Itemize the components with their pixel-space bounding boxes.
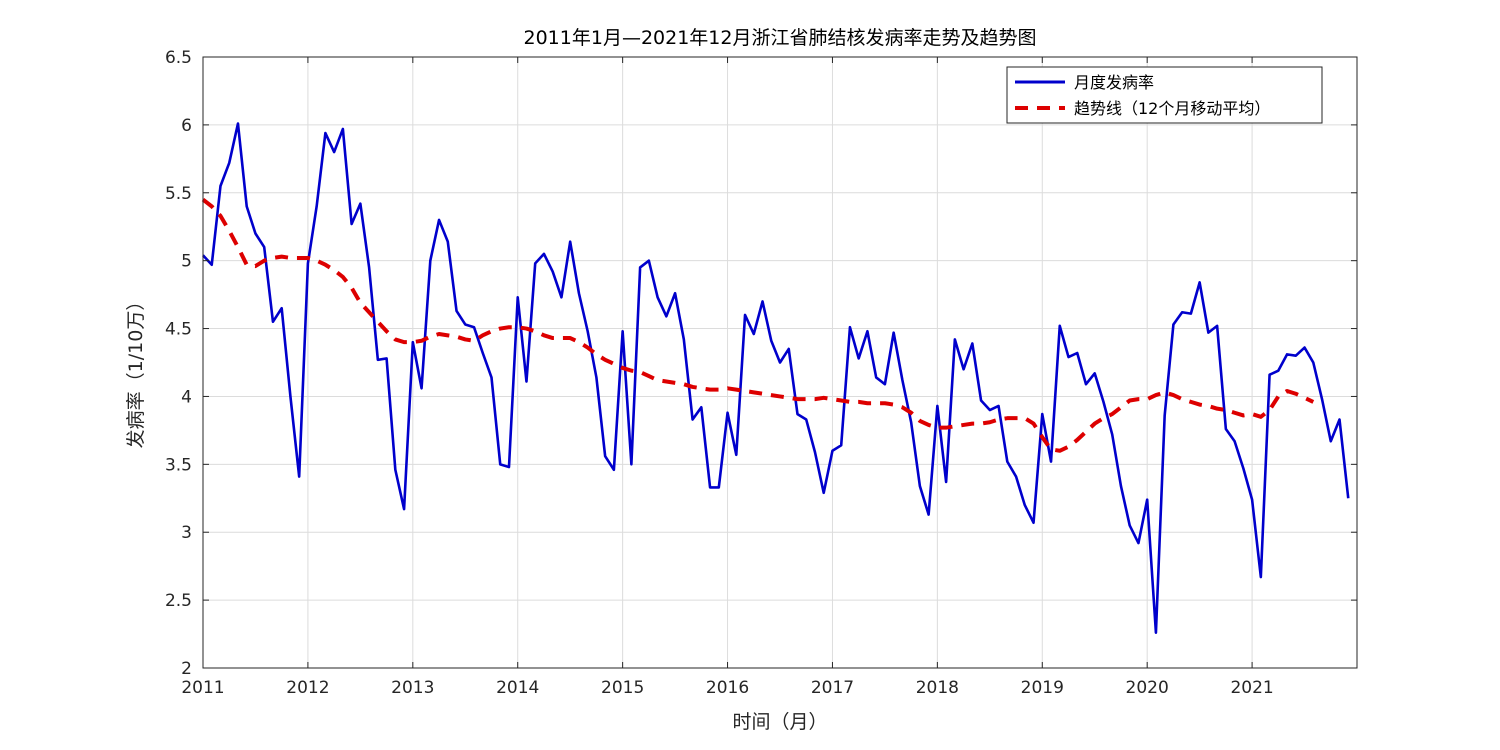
x-axis: 2011 2012 2013 2014 2015 2016 2017 2018 2019 2020… <box>181 57 1274 698</box>
x-tick-label: 2013 <box>391 678 434 698</box>
y-axis: 2 2.5 3 3.5 4 4.5 5 5.5 6 6.5 <box>165 48 1357 679</box>
legend-box <box>1006 66 1323 124</box>
y-tick-label: 6 <box>181 116 192 136</box>
chart-title: 2011年1月—2021年12月浙江省肺结核发病率走势及趋势图 <box>524 27 1037 49</box>
y-tick-label: 3 <box>181 523 192 543</box>
x-tick-label: 2015 <box>601 678 644 698</box>
series-trend-line <box>201 197 1315 453</box>
x-tick-label: 2021 <box>1230 678 1273 698</box>
y-tick-label: 4.5 <box>165 320 192 340</box>
legend-label-trend: 趋势线（12个月移动平均） <box>1074 99 1270 118</box>
x-tick-label: 2016 <box>706 678 749 698</box>
x-tick-label: 2011 <box>181 678 224 698</box>
y-tick-label: 5 <box>181 252 192 272</box>
y-axis-label: 发病率（1/10万） <box>125 292 147 449</box>
y-tick-label: 4 <box>181 387 192 407</box>
series-monthly-line <box>202 122 1350 635</box>
x-tick-label: 2012 <box>286 678 329 698</box>
x-tick-label: 2018 <box>916 678 959 698</box>
series-layer <box>201 122 1350 635</box>
y-tick-label: 2 <box>181 659 192 679</box>
legend-label-monthly: 月度发病率 <box>1074 73 1154 92</box>
x-tick-label: 2014 <box>496 678 539 698</box>
x-axis-label: 时间（月） <box>732 711 827 733</box>
y-tick-label: 5.5 <box>165 184 192 204</box>
plot-area-frame <box>202 56 1358 669</box>
x-tick-label: 2017 <box>811 678 854 698</box>
legend: 月度发病率 趋势线（12个月移动平均） <box>1006 66 1323 124</box>
x-tick-label: 2020 <box>1126 678 1169 698</box>
y-tick-label: 6.5 <box>165 48 192 68</box>
y-tick-label: 2.5 <box>165 591 192 611</box>
x-tick-label: 2019 <box>1021 678 1064 698</box>
y-tick-label: 3.5 <box>165 455 192 475</box>
